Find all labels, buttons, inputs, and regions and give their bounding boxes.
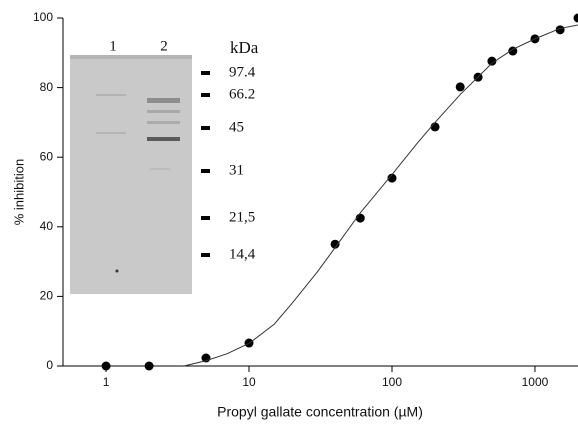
marker-dash	[201, 71, 210, 75]
x-tick-label: 100	[382, 375, 402, 389]
fit-curve	[183, 24, 578, 367]
data-point	[430, 122, 440, 132]
y-tick-label: 0	[46, 358, 53, 372]
marker-label: 31	[229, 162, 244, 178]
marker-label: 66.2	[229, 86, 255, 102]
data-point	[144, 361, 154, 371]
x-tick-label: 1	[103, 375, 110, 389]
data-point	[573, 13, 578, 23]
lane-label: 1	[109, 38, 117, 54]
data-point	[355, 213, 365, 223]
y-tick-label: 100	[33, 10, 53, 24]
data-point	[101, 361, 111, 371]
data-point	[455, 82, 465, 92]
marker-dash	[201, 216, 210, 220]
x-axis-label: Propyl gallate concentration (µM)	[217, 404, 423, 420]
marker-dash	[201, 93, 210, 97]
y-tick-label: 40	[40, 219, 54, 233]
x-tick-label: 1000	[522, 375, 549, 389]
y-tick-label: 60	[40, 149, 54, 163]
marker-label: 97.4	[229, 64, 256, 80]
data-point	[330, 239, 340, 249]
x-tick-label: 10	[242, 375, 256, 389]
data-point	[487, 56, 497, 66]
data-point	[387, 173, 397, 183]
lane-label: 2	[160, 38, 168, 54]
marker-dash	[201, 253, 210, 257]
unit-label: kDa	[230, 38, 259, 57]
marker-label: 45	[229, 119, 244, 135]
y-axis-label: % inhibition	[11, 159, 26, 226]
y-tick-label: 80	[40, 80, 54, 94]
marker-dash	[201, 169, 210, 173]
gel-image	[70, 55, 192, 294]
marker-label: 14,4	[229, 246, 256, 262]
y-tick-label: 20	[40, 289, 54, 303]
marker-dash	[201, 126, 210, 130]
marker-label: 21,5	[229, 209, 255, 225]
